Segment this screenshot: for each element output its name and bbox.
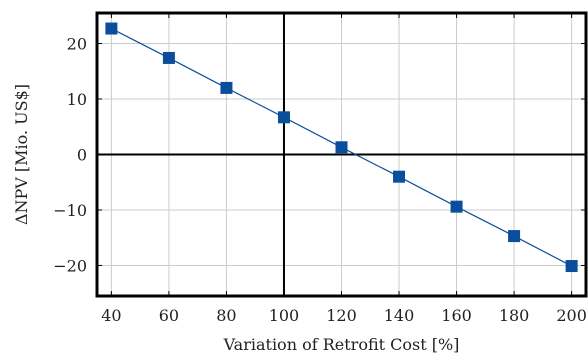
x-tick-label-6: 160 <box>441 306 472 325</box>
data-point-0-7 <box>508 230 521 243</box>
y-tick-label-3: 10 <box>67 90 87 109</box>
data-point-0-3 <box>277 111 290 124</box>
x-axis-label: Variation of Retrofit Cost [%] <box>223 335 460 354</box>
y-tick-label-1: −10 <box>53 201 87 220</box>
y-tick-label-4: 20 <box>67 35 87 54</box>
x-tick-label-4: 120 <box>326 306 357 325</box>
data-series <box>105 22 578 273</box>
data-point-0-6 <box>450 200 463 213</box>
x-axis-ticks: 40 60 80 100 120 140 160 180 200 <box>101 13 587 325</box>
x-tick-label-3: 100 <box>269 306 300 325</box>
reference-lines <box>97 13 586 296</box>
x-tick-label-1: 60 <box>159 306 179 325</box>
x-tick-label-5: 140 <box>384 306 415 325</box>
data-point-0-2 <box>220 81 233 94</box>
x-tick-label-0: 40 <box>101 306 121 325</box>
y-tick-label-2: 0 <box>77 146 87 165</box>
x-tick-label-8: 200 <box>556 306 587 325</box>
data-point-0-4 <box>335 141 348 154</box>
data-point-0-5 <box>393 170 406 183</box>
data-point-0-0 <box>105 22 118 35</box>
y-axis-label: ΔNPV [Mio. US$] <box>12 84 31 225</box>
x-tick-label-2: 80 <box>216 306 236 325</box>
data-point-0-1 <box>162 51 175 64</box>
x-tick-label-7: 180 <box>499 306 530 325</box>
y-tick-label-0: −20 <box>53 256 87 275</box>
data-point-0-8 <box>565 260 578 273</box>
y-axis-ticks: −20 −10 0 10 20 <box>53 35 586 275</box>
